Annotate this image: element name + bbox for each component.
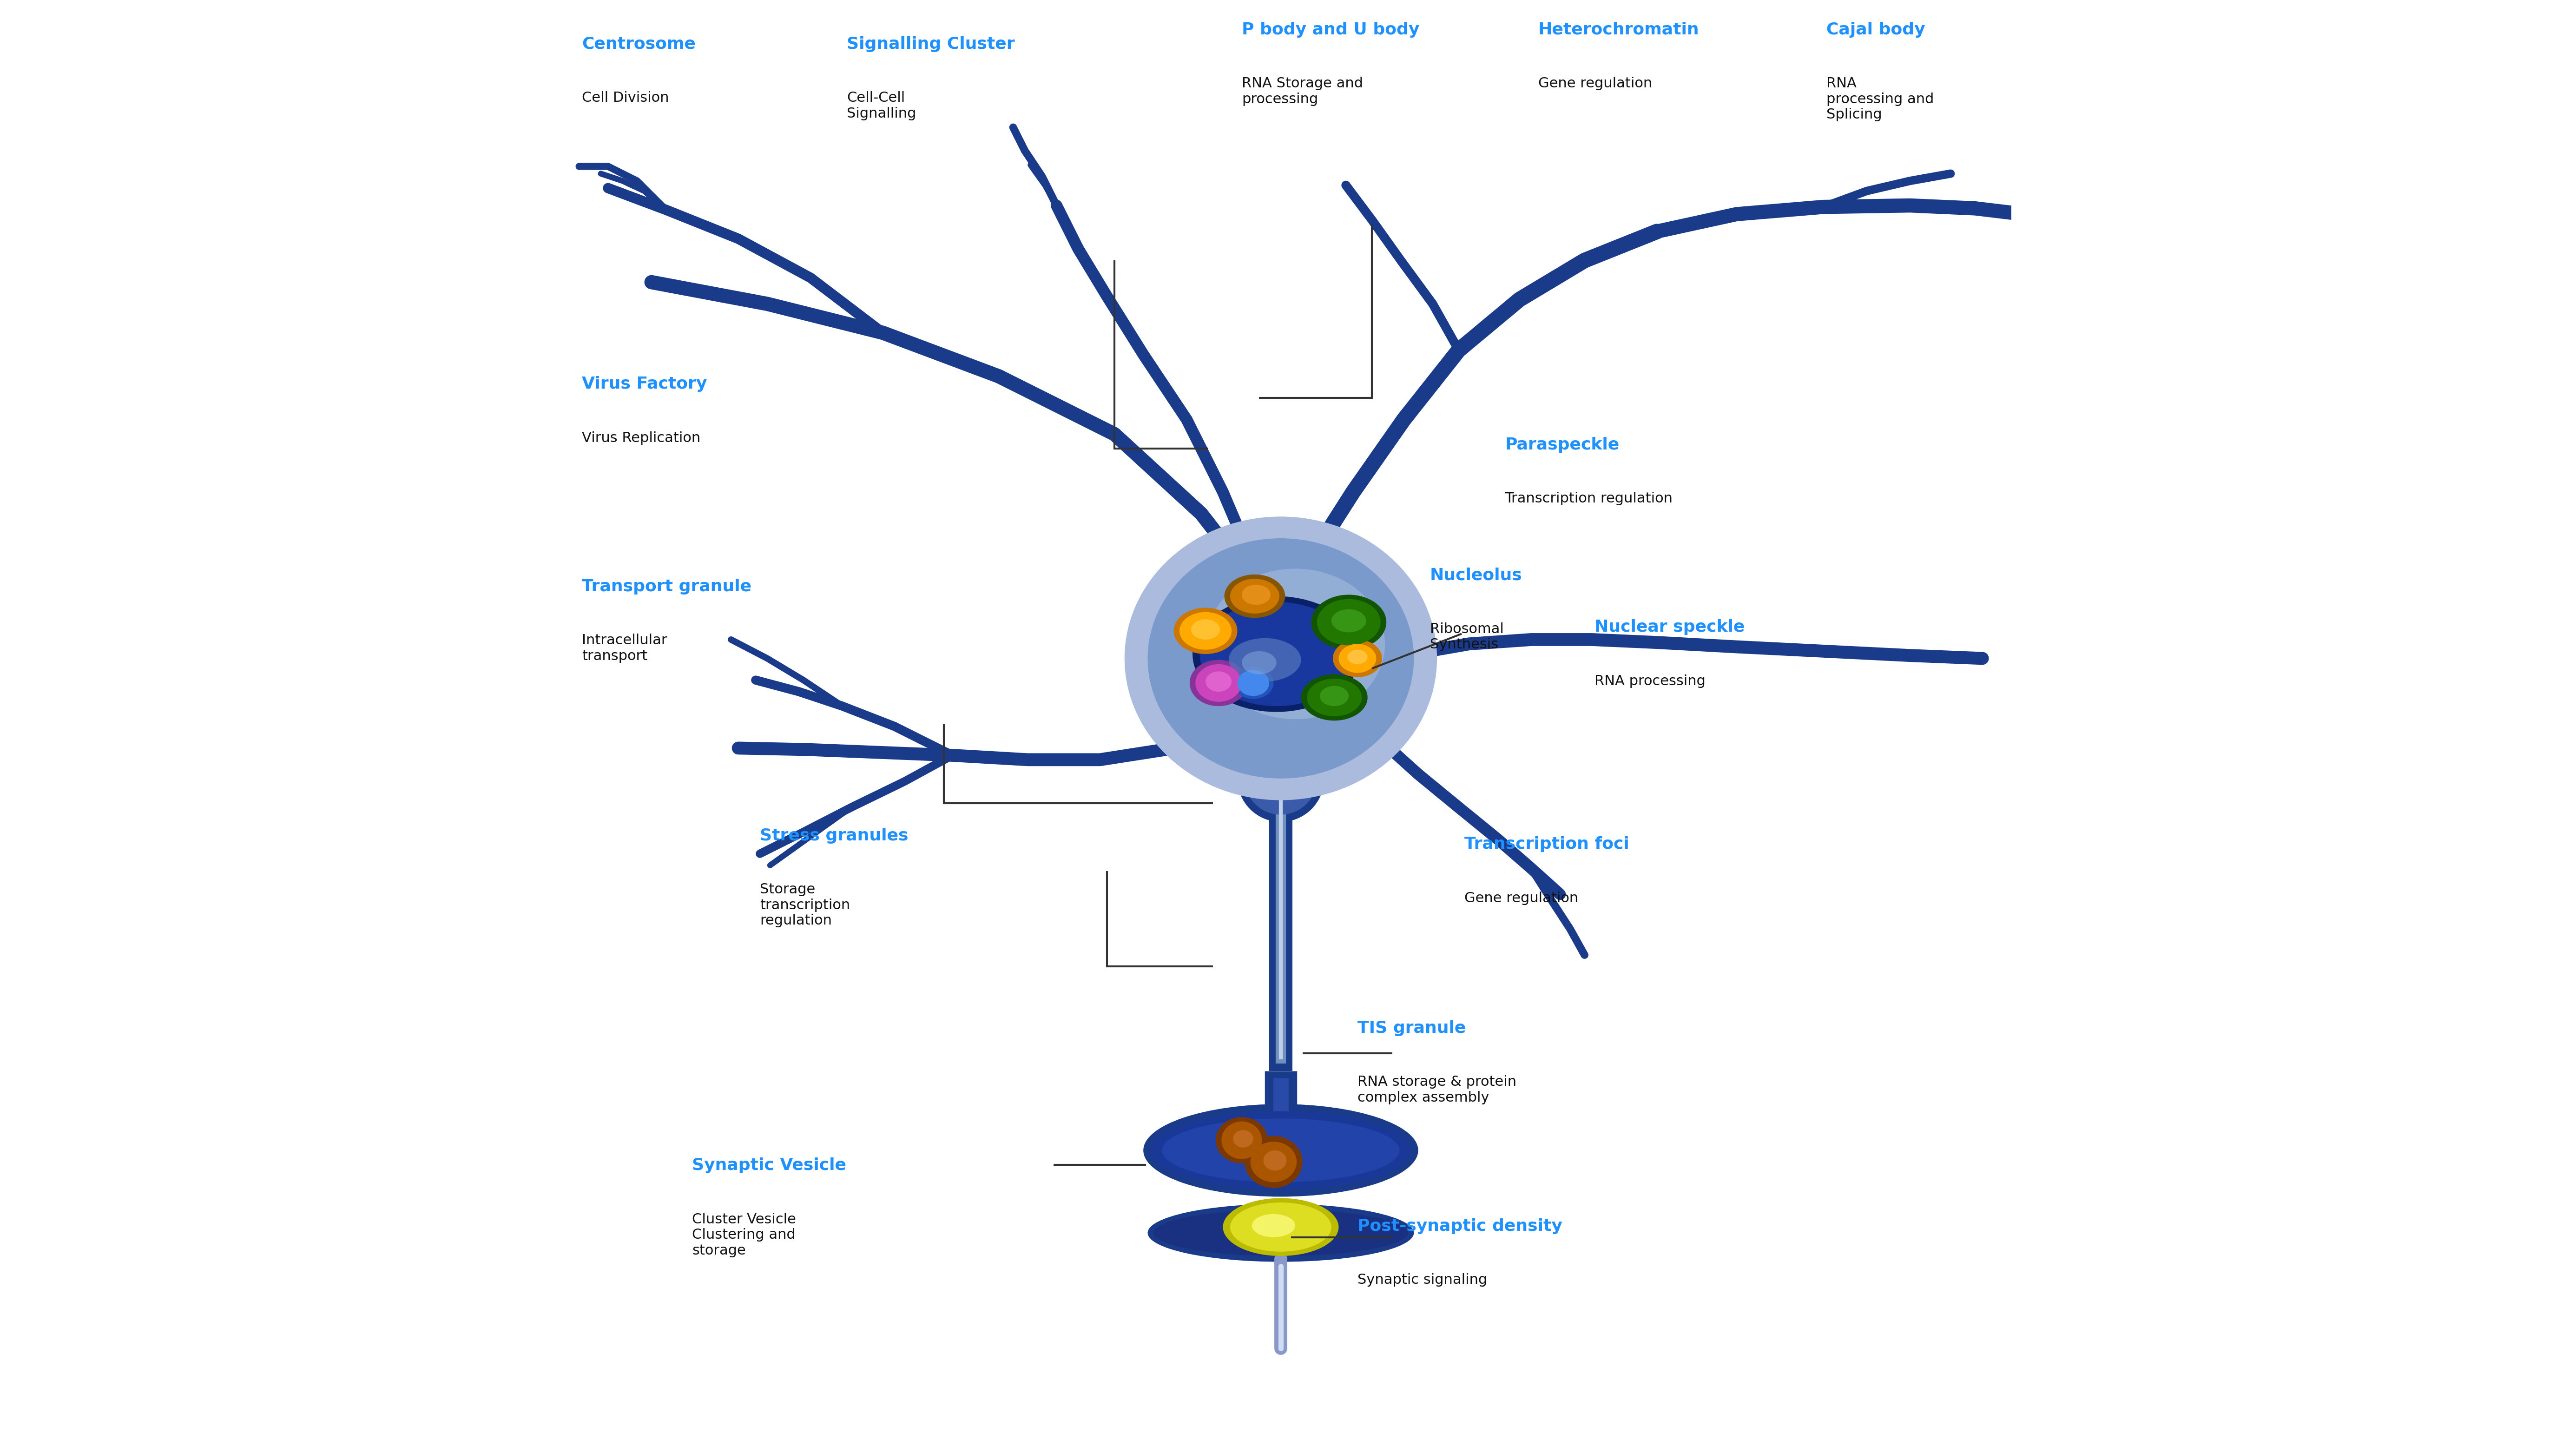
- Text: P body and U body: P body and U body: [1242, 22, 1419, 38]
- Text: Paraspeckle: Paraspeckle: [1504, 437, 1620, 453]
- Text: Transcription regulation: Transcription regulation: [1504, 492, 1672, 505]
- Ellipse shape: [1175, 608, 1236, 654]
- Ellipse shape: [1151, 540, 1412, 777]
- Ellipse shape: [1252, 1214, 1296, 1237]
- Ellipse shape: [1154, 1210, 1409, 1256]
- Ellipse shape: [1316, 599, 1381, 645]
- Text: Storage
transcription
regulation: Storage transcription regulation: [760, 883, 850, 928]
- Text: Virus Replication: Virus Replication: [582, 431, 701, 444]
- Ellipse shape: [1162, 1119, 1399, 1182]
- Text: Nucleolus: Nucleolus: [1430, 567, 1522, 583]
- Ellipse shape: [1144, 1104, 1419, 1197]
- Ellipse shape: [1206, 569, 1386, 719]
- Text: Ribosomal
Synthesis: Ribosomal Synthesis: [1430, 622, 1504, 651]
- Ellipse shape: [1128, 521, 1432, 796]
- Ellipse shape: [1126, 517, 1437, 800]
- Text: Centrosome: Centrosome: [582, 36, 696, 52]
- Text: Intracellular
transport: Intracellular transport: [582, 634, 667, 663]
- Text: RNA processing: RNA processing: [1595, 674, 1705, 687]
- Ellipse shape: [1236, 735, 1324, 822]
- Ellipse shape: [1319, 686, 1350, 706]
- Ellipse shape: [1244, 742, 1316, 815]
- Text: Cell-Cell
Signalling: Cell-Cell Signalling: [848, 91, 917, 120]
- Ellipse shape: [1190, 619, 1221, 640]
- Text: Heterochromatin: Heterochromatin: [1538, 22, 1700, 38]
- Ellipse shape: [1224, 574, 1285, 618]
- Text: Synaptic signaling: Synaptic signaling: [1358, 1273, 1486, 1286]
- Text: RNA
processing and
Splicing: RNA processing and Splicing: [1826, 77, 1935, 122]
- Ellipse shape: [1242, 585, 1270, 605]
- Ellipse shape: [1244, 1136, 1303, 1188]
- Text: Nuclear speckle: Nuclear speckle: [1595, 619, 1744, 635]
- Ellipse shape: [1234, 1130, 1255, 1147]
- Ellipse shape: [1332, 640, 1383, 677]
- Ellipse shape: [1229, 638, 1301, 682]
- Text: RNA storage & protein
complex assembly: RNA storage & protein complex assembly: [1358, 1075, 1517, 1104]
- Text: Cluster Vesicle
Clustering and
storage: Cluster Vesicle Clustering and storage: [693, 1213, 796, 1257]
- Ellipse shape: [1206, 671, 1231, 692]
- Ellipse shape: [1262, 1150, 1285, 1171]
- Text: RNA Storage and
processing: RNA Storage and processing: [1242, 77, 1363, 106]
- Text: Cajal body: Cajal body: [1826, 22, 1924, 38]
- Text: Virus Factory: Virus Factory: [582, 376, 708, 392]
- Text: Synaptic Vesicle: Synaptic Vesicle: [693, 1158, 848, 1174]
- Ellipse shape: [1332, 609, 1365, 632]
- Text: Gene regulation: Gene regulation: [1466, 891, 1579, 904]
- Ellipse shape: [1221, 1121, 1262, 1159]
- Ellipse shape: [1236, 670, 1270, 696]
- Text: Post-synaptic density: Post-synaptic density: [1358, 1218, 1561, 1234]
- Ellipse shape: [1200, 602, 1352, 706]
- Text: Transport granule: Transport granule: [582, 579, 752, 595]
- Ellipse shape: [1195, 664, 1242, 702]
- Ellipse shape: [1151, 1111, 1412, 1189]
- Ellipse shape: [1149, 1204, 1414, 1262]
- Ellipse shape: [1180, 612, 1231, 650]
- Text: Gene regulation: Gene regulation: [1538, 77, 1651, 90]
- Ellipse shape: [1301, 674, 1368, 721]
- Ellipse shape: [1231, 1202, 1332, 1252]
- Text: Cell Division: Cell Division: [582, 91, 670, 104]
- Ellipse shape: [1242, 651, 1278, 674]
- Ellipse shape: [1149, 538, 1414, 778]
- Ellipse shape: [1224, 1198, 1340, 1256]
- Text: Signalling Cluster: Signalling Cluster: [848, 36, 1015, 52]
- Ellipse shape: [1216, 1117, 1267, 1163]
- Text: Stress granules: Stress granules: [760, 828, 909, 844]
- Text: Transcription foci: Transcription foci: [1466, 836, 1631, 852]
- Ellipse shape: [1208, 572, 1383, 716]
- Ellipse shape: [1347, 650, 1368, 664]
- Text: TIS granule: TIS granule: [1358, 1020, 1466, 1036]
- Ellipse shape: [1306, 679, 1363, 716]
- Ellipse shape: [1234, 667, 1273, 699]
- Ellipse shape: [1193, 596, 1360, 712]
- Ellipse shape: [1311, 595, 1386, 650]
- Ellipse shape: [1249, 1142, 1296, 1182]
- Ellipse shape: [1190, 660, 1247, 706]
- Ellipse shape: [1231, 579, 1280, 614]
- Ellipse shape: [1340, 644, 1376, 673]
